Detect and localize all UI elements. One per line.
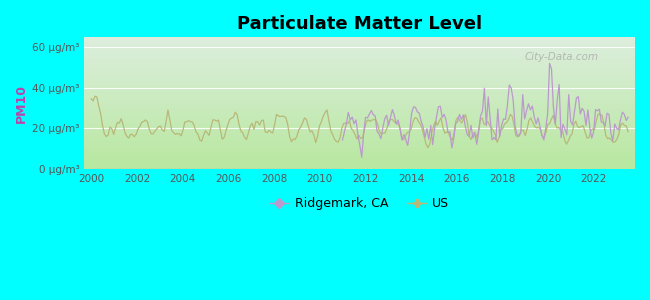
Text: City-Data.com: City-Data.com (525, 52, 599, 62)
Title: Particulate Matter Level: Particulate Matter Level (237, 15, 482, 33)
Legend: Ridgemark, CA, US: Ridgemark, CA, US (265, 192, 454, 215)
Y-axis label: PM10: PM10 (15, 84, 28, 123)
